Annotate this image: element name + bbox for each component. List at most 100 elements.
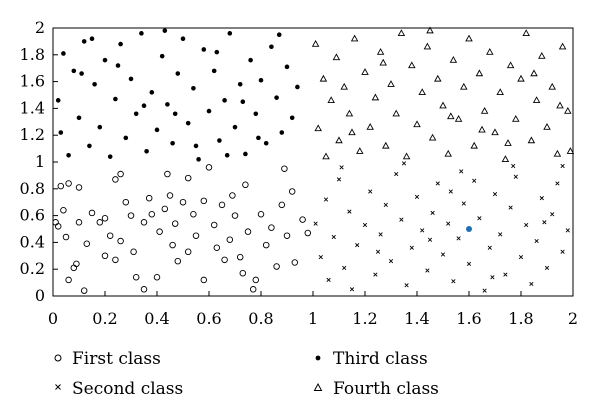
point-second-class xyxy=(368,189,373,194)
point-second-class xyxy=(459,169,464,174)
point-second-class xyxy=(511,163,516,169)
point-second-class xyxy=(487,245,492,250)
point-third-class xyxy=(128,76,134,82)
legend-marker-second xyxy=(55,384,61,390)
legend-item-second: Second class xyxy=(55,379,183,399)
legend-label-first: First class xyxy=(72,349,161,369)
point-fourth-class xyxy=(366,123,374,130)
point-first-class xyxy=(268,224,275,231)
point-fourth-class xyxy=(426,26,434,34)
point-first-class xyxy=(231,212,239,219)
point-third-class xyxy=(269,44,274,50)
point-third-class xyxy=(201,47,207,52)
x-tick-label: 1.2 xyxy=(352,309,377,328)
point-third-class xyxy=(89,36,95,42)
point-fourth-class xyxy=(444,149,452,157)
point-fourth-class xyxy=(475,69,484,77)
point-first-class xyxy=(62,233,70,241)
point-third-class xyxy=(248,57,253,63)
point-first-class xyxy=(117,237,124,245)
x-tick-label: 0.4 xyxy=(144,309,169,328)
point-second-class xyxy=(383,202,388,207)
point-first-class xyxy=(205,164,213,171)
point-third-class xyxy=(71,68,77,74)
point-third-class xyxy=(243,151,248,157)
point-second-class xyxy=(529,281,534,287)
point-first-class xyxy=(57,182,65,190)
point-first-class xyxy=(127,212,135,219)
point-second-class xyxy=(313,221,318,226)
point-second-class xyxy=(349,287,355,292)
x-tick-label: 1.4 xyxy=(404,309,429,328)
y-tick-label: 1.2 xyxy=(20,125,45,144)
point-third-class xyxy=(61,51,66,56)
point-fourth-class xyxy=(512,114,520,122)
point-second-class xyxy=(373,272,378,277)
point-second-class xyxy=(560,163,565,169)
point-third-class xyxy=(185,120,191,126)
y-tick-label: 0.6 xyxy=(20,206,45,225)
point-third-class xyxy=(141,103,147,109)
point-fourth-class xyxy=(447,112,455,120)
point-third-class xyxy=(81,39,87,44)
point-first-class xyxy=(252,276,260,284)
point-first-class xyxy=(52,219,59,226)
point-second-class xyxy=(544,265,550,270)
point-fourth-class xyxy=(413,120,421,128)
point-second-class xyxy=(326,277,331,283)
point-first-class xyxy=(75,184,83,191)
point-first-class xyxy=(288,188,296,195)
point-fourth-class xyxy=(532,96,541,104)
point-first-class xyxy=(166,192,174,199)
point-third-class xyxy=(165,102,170,107)
point-fourth-class xyxy=(418,88,426,95)
point-first-class xyxy=(130,248,137,256)
point-third-class xyxy=(222,98,227,103)
point-third-class xyxy=(92,81,97,87)
legend-item-fourth: Fourth class xyxy=(313,379,439,399)
point-second-class xyxy=(446,221,451,226)
point-third-class xyxy=(191,86,196,91)
point-fourth-class xyxy=(496,88,504,95)
point-fourth-class xyxy=(522,29,530,37)
point-first-class xyxy=(83,240,91,247)
point-second-class xyxy=(388,259,394,264)
point-first-class xyxy=(221,256,228,264)
legend-label-fourth: Fourth class xyxy=(333,379,439,399)
point-first-class xyxy=(210,221,218,229)
point-first-class xyxy=(169,241,176,249)
point-third-class xyxy=(263,140,269,146)
point-fourth-class xyxy=(345,109,354,117)
point-first-class xyxy=(73,260,80,268)
y-tick-label: 1.8 xyxy=(20,45,45,64)
y-tick-label: 0 xyxy=(35,286,45,305)
point-fourth-class xyxy=(491,128,499,136)
point-fourth-class xyxy=(530,69,538,77)
point-third-class xyxy=(253,111,259,117)
point-first-class xyxy=(213,244,221,252)
point-second-class xyxy=(435,181,440,186)
point-third-class xyxy=(172,111,178,117)
point-second-class xyxy=(550,212,555,217)
point-second-class xyxy=(542,220,547,225)
point-third-class xyxy=(295,84,300,90)
axis-ticks: 0 0.2 0.4 0.6 0.8 1 1.2 1.4 1.6 1.8 2 0 0.2 0.4 0.6 0.8… xyxy=(20,18,579,328)
point-fourth-class xyxy=(350,34,359,42)
y-tick-label: 0.4 xyxy=(20,232,45,251)
point-second-class xyxy=(347,209,352,214)
point-second-class xyxy=(513,174,518,179)
point-third-class xyxy=(87,143,92,149)
point-third-class xyxy=(107,154,113,159)
point-fourth-class xyxy=(566,147,575,154)
y-tick-label: 0.8 xyxy=(20,179,45,198)
point-first-class xyxy=(291,259,299,266)
point-first-class xyxy=(101,252,109,260)
point-third-class xyxy=(276,32,282,37)
point-third-class xyxy=(206,108,212,114)
x-tick-label: 0.2 xyxy=(92,309,117,328)
point-third-class xyxy=(66,153,71,158)
point-first-class xyxy=(65,276,72,284)
point-first-class xyxy=(262,241,270,249)
point-third-class xyxy=(258,77,264,83)
point-first-class xyxy=(278,201,286,209)
